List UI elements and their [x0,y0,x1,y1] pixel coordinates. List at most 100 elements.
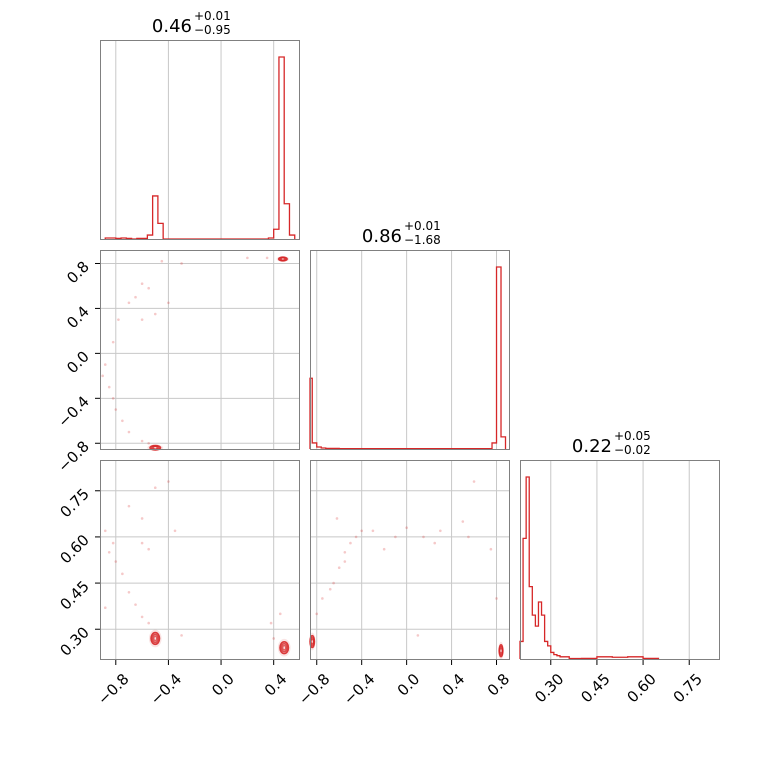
scatter-point [121,572,124,576]
scatter-point [349,541,352,545]
y-tick-label: 0.45 [56,577,92,613]
density-contour [281,644,287,651]
panel-frame [520,460,720,660]
panel-frame [100,460,300,660]
scatter-point [140,517,144,520]
labels-layer: −0.8 −0.4 0.0 0.4 −0.8 −0.4 0.0 0.4 0.8 0.30 0.45 0… [54,9,706,709]
panel-title-minus: −0.95 [194,23,231,37]
x-tick-label: 0.30 [531,670,567,706]
scatter-point [103,363,107,366]
scatter-point [343,560,347,563]
scatter-point [422,535,425,539]
scatter-point [439,529,442,533]
scatter-point [433,541,437,545]
density-contour [150,631,161,646]
scatter-point [382,547,386,551]
scatter-point [371,529,375,533]
panel-frame [310,460,510,660]
panel-title-minus: −1.68 [404,233,441,247]
scatter-point [489,547,493,551]
scatter-point [315,612,319,616]
scatter-point [114,408,118,411]
scatter-point [472,480,476,483]
scatter-point [360,529,363,533]
scatter-point [167,480,170,483]
scatter-point [180,634,183,637]
scatter-point [416,634,420,637]
y-tick-label: 0.60 [56,531,92,567]
scatter-point [107,551,111,554]
scatter-point [117,318,120,321]
scatter-point [153,486,157,489]
scatter-point [111,397,115,400]
x-tick-label: −0.4 [340,670,378,708]
density-contour [280,256,286,262]
scatter-point [246,256,249,260]
scatter-point [272,637,275,640]
scatter-point [147,547,150,551]
scatter-point [394,535,397,539]
scatter-point [127,430,131,434]
panel-title-plus: +0.01 [404,219,441,233]
y-tick-label: −0.8 [54,437,92,475]
y-tick-label: −0.4 [54,392,92,430]
scatter-point [101,374,104,378]
scatter-point [405,526,408,529]
x-tick-label: 0.60 [623,670,659,706]
panel-frame [100,40,300,240]
scatter-point [153,312,157,316]
panel-title-minus: −0.02 [614,443,651,457]
panel-title-value: 0.22 [572,436,612,457]
panel-title-plus: +0.01 [194,9,231,23]
scatter-point [180,262,183,265]
x-tick-label: 0.0 [394,670,424,700]
density-contour [498,647,504,654]
panel-frame [310,250,510,450]
histogram-1 [104,56,296,240]
scatter-point [173,529,177,533]
y-tick-label: 0.75 [56,485,92,521]
scatter-point [160,259,164,263]
x-tick-label: −0.4 [147,670,185,708]
frames-layer [95,40,720,665]
scatter-point [265,256,269,260]
density-contour [151,633,159,644]
scatter-point [147,441,150,445]
x-tick-label: −0.8 [94,670,132,708]
scatter-point [103,606,107,609]
scatter-point [335,517,339,520]
panel-title-plus: +0.05 [614,429,651,443]
scatter-point [332,581,335,585]
scatter-point [147,286,150,290]
scatter-point [114,560,118,563]
scatter-point [461,520,465,523]
scatter-point [107,385,111,389]
x-tick-label: 0.0 [208,670,238,700]
scatter-point [134,295,137,299]
scatter-point [269,621,273,625]
histogram-3 [519,476,660,660]
y-tick-label: 0.4 [63,303,93,333]
scatter-point [495,597,498,600]
scatter-point [328,587,332,591]
x-tick-label: 0.75 [670,670,706,706]
scatter-point [140,615,144,619]
panel-title-value: 0.46 [152,16,192,37]
scatter-point [134,603,137,606]
marks-layer [101,56,660,660]
scatter-point [103,529,107,533]
y-tick-label: 0.0 [63,347,93,377]
grid-layer [100,40,690,660]
scatter-point [121,419,124,423]
density-contour [280,642,288,653]
scatter-point [354,535,358,539]
scatter-point [337,566,341,569]
panel-title-value: 0.86 [362,226,402,247]
density-contour [279,640,290,655]
y-tick-label: 0.8 [63,258,93,288]
scatter-point [467,535,470,539]
histogram-2 [309,266,507,450]
x-tick-label: −0.8 [295,670,333,708]
scatter-point [127,301,131,305]
scatter-point [278,612,282,616]
